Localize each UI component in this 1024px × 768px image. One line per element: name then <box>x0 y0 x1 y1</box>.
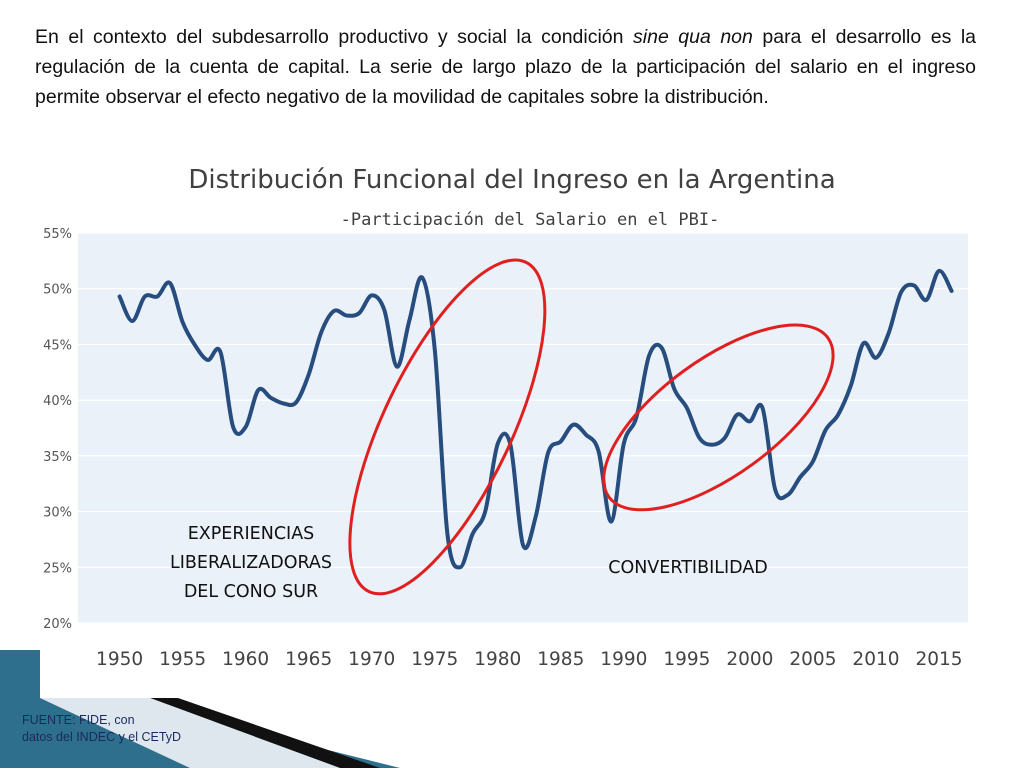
annotation-label: EXPERIENCIAS <box>188 524 315 544</box>
x-tick-label: 1980 <box>474 649 521 670</box>
series-layer <box>117 268 954 570</box>
annotation-ellipse <box>348 258 547 596</box>
intro-paragraph: En el contexto del subdesarrollo product… <box>35 22 976 112</box>
x-tick-label: 2005 <box>789 649 836 670</box>
slide-decoration <box>0 650 400 768</box>
decorative-black-stripe <box>150 698 380 768</box>
gridlines <box>78 232 968 624</box>
x-tick-label: 1985 <box>537 649 584 670</box>
x-tick-label: 1995 <box>663 649 710 670</box>
x-tick-label: 1975 <box>411 649 458 670</box>
y-tick-label: 55% <box>43 227 72 242</box>
x-tick-label: 2000 <box>726 649 773 670</box>
decorative-teal-band <box>0 650 400 768</box>
x-tick-label: 1960 <box>222 649 269 670</box>
annotation-ellipse <box>602 323 835 512</box>
annotation-label: LIBERALIZADORAS <box>170 553 332 573</box>
y-tick-label: 25% <box>43 561 72 576</box>
decorative-light-band <box>40 698 340 768</box>
annotation-label: CONVERTIBILIDAD <box>608 558 768 578</box>
source-line-1: FUENTE: FIDE, con <box>22 713 135 727</box>
y-tick-label: 35% <box>43 450 72 465</box>
intro-text-italic: sine qua non <box>633 26 753 48</box>
annotation-label: DEL CONO SUR <box>184 582 318 602</box>
source-note: FUENTE: FIDE, con datos del INDEC y el C… <box>22 712 181 746</box>
y-tick-label: 20% <box>43 617 72 632</box>
x-tick-label: 1970 <box>348 649 395 670</box>
x-tick-label: 2010 <box>852 649 899 670</box>
x-tick-label: 1990 <box>600 649 647 670</box>
intro-text-end: para el desarrollo es la regulación de l… <box>35 26 976 108</box>
x-tick-label: 1950 <box>96 649 143 670</box>
plot-area <box>78 233 968 623</box>
x-axis-ticks: 1950 1955 1960 1965 1970 1975 1980 1985 1990 1995… <box>96 649 962 670</box>
source-line-2: datos del INDEC y el CETyD <box>22 730 182 744</box>
intro-text-start: En el contexto del subdesarrollo product… <box>35 26 634 48</box>
y-tick-label: 50% <box>43 283 72 298</box>
annotation-ellipses <box>348 258 835 596</box>
chart-title: Distribución Funcional del Ingreso en la… <box>188 165 836 195</box>
y-tick-label: 30% <box>43 506 72 521</box>
x-tick-label: 1955 <box>159 649 206 670</box>
x-tick-label: 1965 <box>285 649 332 670</box>
y-axis-ticks: 20% 25% 30% 35% 40% 45% 50% 55% <box>43 227 72 632</box>
y-tick-label: 45% <box>43 338 72 353</box>
annotation-labels: EXPERIENCIAS LIBERALIZADORAS DEL CONO SUR C… <box>170 524 768 602</box>
y-tick-label: 40% <box>43 394 72 409</box>
x-tick-label: 2015 <box>915 649 962 670</box>
series-line <box>117 268 954 570</box>
chart-subtitle: -Participación del Salario en el PBI- <box>340 210 720 230</box>
